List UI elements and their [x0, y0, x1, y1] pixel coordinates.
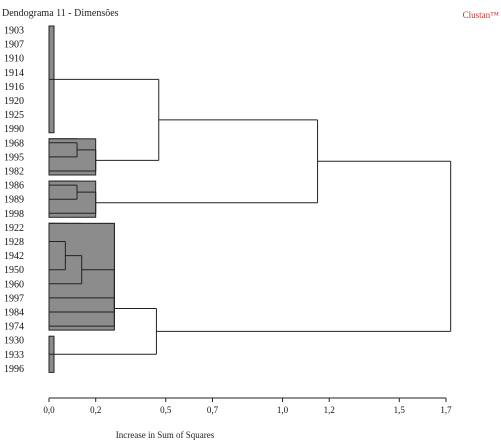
x-tick-label: 0,2 [90, 405, 101, 415]
x-tick-label: 1,7 [440, 405, 452, 415]
x-tick-label: 1,0 [277, 405, 289, 415]
leaf-label: 1907 [4, 40, 24, 51]
leaf-label: 1995 [4, 152, 24, 163]
x-axis-label: Increase in Sum of Squares [116, 430, 215, 440]
leaf-label: 1920 [4, 96, 24, 107]
leaf-label: 1974 [4, 322, 24, 333]
leaf-label: 1933 [4, 350, 24, 361]
leaf-label: 1914 [4, 68, 24, 79]
leaf-label: 1910 [4, 54, 24, 65]
leaf-label: 1997 [4, 293, 24, 304]
x-tick-label: 0,0 [43, 405, 55, 415]
leaf-label: 1928 [4, 237, 24, 248]
leaf-label: 1986 [4, 181, 24, 192]
x-tick-label: 1,2 [324, 405, 335, 415]
leaf-label: 1996 [4, 364, 24, 375]
leaf-label: 1998 [4, 209, 24, 220]
leaf-label: 1984 [4, 308, 24, 319]
x-tick-label: 0,7 [207, 405, 219, 415]
x-tick-label: 1,5 [394, 405, 406, 415]
leaf-label: 1960 [4, 279, 24, 290]
leaf-label: 1968 [4, 138, 24, 149]
leaf-label: 1922 [4, 223, 24, 234]
x-tick-label: 0,5 [160, 405, 172, 415]
brand-label: Clustan™ [462, 10, 499, 20]
leaf-label: 1990 [4, 124, 24, 135]
leaf-label: 1903 [4, 26, 24, 37]
leaf-label: 1930 [4, 336, 24, 347]
leaf-label: 1925 [4, 110, 24, 121]
leaf-label: 1942 [4, 251, 24, 262]
leaf-label: 1950 [4, 265, 24, 276]
leaf-label: 1989 [4, 195, 24, 206]
leaf-label: 1982 [4, 167, 24, 178]
chart-title: Dendograma 11 - Dimensões [2, 8, 119, 19]
leaf-label: 1916 [4, 82, 24, 93]
